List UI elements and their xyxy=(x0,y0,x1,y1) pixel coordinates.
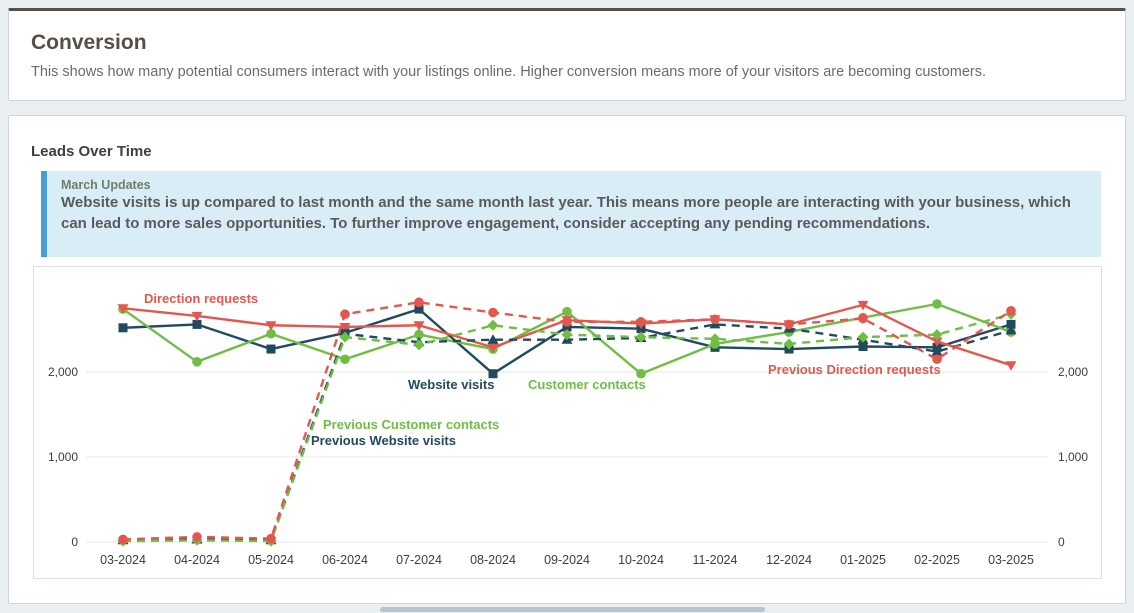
leads-chart: 0 0 1,000 1,000 2,000 2,000 03-2024 04-2024 05-2… xyxy=(48,291,1088,567)
y-tick-left: 1,000 xyxy=(48,450,78,464)
chart-title: Leads Over Time xyxy=(31,143,152,160)
svg-text:03-2025: 03-2025 xyxy=(988,553,1034,567)
y-tick-right: 0 xyxy=(1058,535,1065,549)
page-title: Conversion xyxy=(31,31,147,54)
svg-text:04-2024: 04-2024 xyxy=(174,553,220,567)
callout-label: March Updates xyxy=(61,178,151,192)
svg-text:09-2024: 09-2024 xyxy=(544,553,590,567)
svg-text:02-2025: 02-2025 xyxy=(914,553,960,567)
callout-accent-bar xyxy=(41,171,47,257)
conversion-description: This shows how many potential consumers … xyxy=(31,64,986,80)
series-label-customer-contacts: Customer contacts xyxy=(528,377,646,392)
series-previous-website-visits xyxy=(117,318,1017,545)
svg-text:11-2024: 11-2024 xyxy=(693,553,738,567)
series-previous-customer-contacts xyxy=(117,308,1017,547)
series-labels: Website visits Customer contacts Direction… xyxy=(144,291,941,448)
svg-text:10-2024: 10-2024 xyxy=(618,553,664,567)
horizontal-scrollbar-thumb[interactable] xyxy=(380,607,765,612)
series-label-previous-customer-contacts: Previous Customer contacts xyxy=(323,417,499,432)
series-label-previous-direction-requests: Previous Direction requests xyxy=(768,362,941,377)
march-updates-callout: March Updates Website visits is up compa… xyxy=(41,171,1101,257)
svg-text:08-2024: 08-2024 xyxy=(470,553,516,567)
svg-text:12-2024: 12-2024 xyxy=(766,553,812,567)
callout-text: Website visits is up compared to last mo… xyxy=(61,194,1071,232)
series-label-website-visits: Website visits xyxy=(408,377,494,392)
series-previous-direction-requests xyxy=(118,297,1016,545)
leads-over-time-card: Leads Over Time March Updates Website vi… xyxy=(8,115,1126,604)
series-label-previous-website-visits: Previous Website visits xyxy=(311,433,456,448)
svg-text:06-2024: 06-2024 xyxy=(322,553,368,567)
chart-panel: 0 0 1,000 1,000 2,000 2,000 03-2024 04-2024 05-2… xyxy=(33,266,1102,579)
y-tick-right: 1,000 xyxy=(1058,450,1088,464)
svg-text:05-2024: 05-2024 xyxy=(248,553,294,567)
svg-text:03-2024: 03-2024 xyxy=(100,553,146,567)
y-tick-left: 0 xyxy=(71,535,78,549)
svg-text:01-2025: 01-2025 xyxy=(840,553,886,567)
y-tick-right: 2,000 xyxy=(1058,365,1088,379)
grid-and-axes xyxy=(86,371,1048,543)
y-tick-left: 2,000 xyxy=(48,365,78,379)
series-label-direction-requests: Direction requests xyxy=(144,291,258,306)
svg-text:07-2024: 07-2024 xyxy=(396,553,442,567)
conversion-card: Conversion This shows how many potential… xyxy=(8,8,1126,101)
